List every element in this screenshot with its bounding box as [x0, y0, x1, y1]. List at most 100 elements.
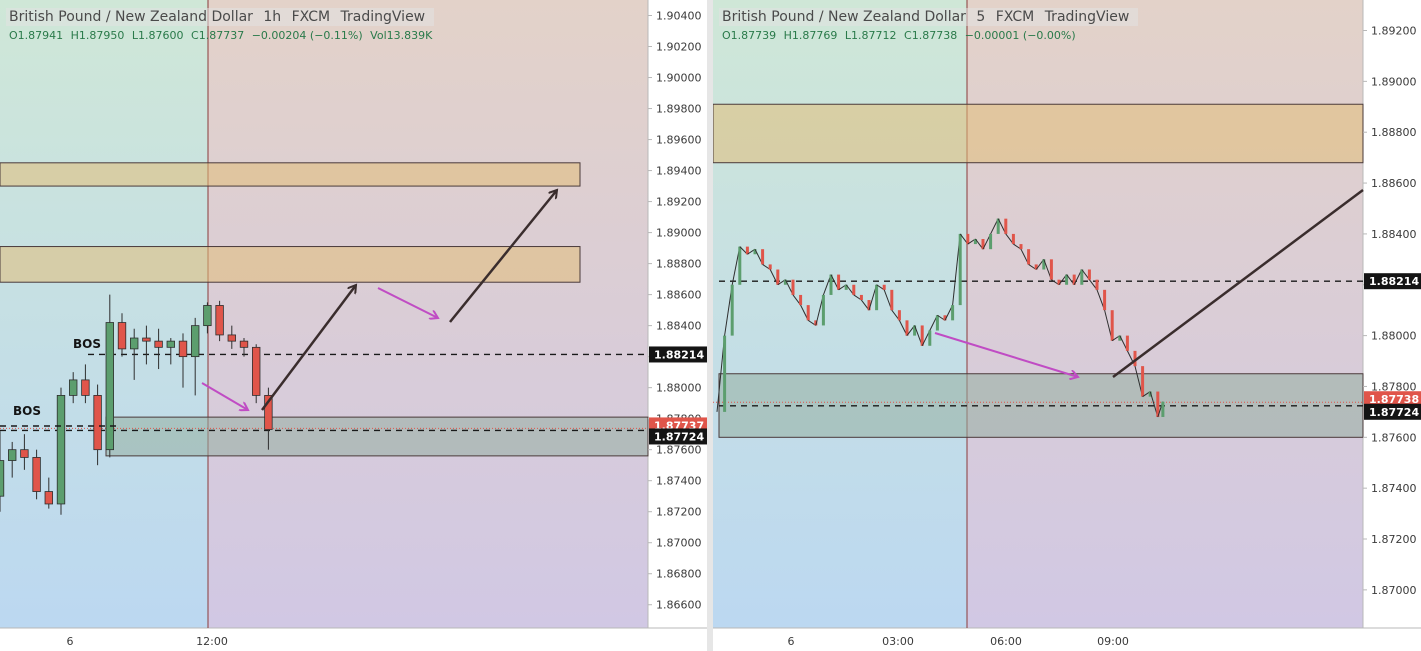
price-candle[interactable] — [1148, 391, 1152, 397]
price-candle[interactable] — [890, 289, 894, 311]
candle[interactable] — [142, 325, 151, 365]
price-candle[interactable] — [882, 284, 886, 290]
price-candle[interactable] — [1087, 269, 1091, 280]
candle[interactable] — [20, 434, 29, 470]
interval[interactable]: 1h — [263, 9, 282, 25]
level-price-badge[interactable] — [649, 428, 707, 445]
price-candle[interactable] — [1080, 269, 1084, 285]
projection-arrow-1[interactable] — [261, 285, 356, 411]
level-price-badge[interactable] — [1364, 273, 1421, 290]
supply-zone[interactable] — [713, 103, 1364, 164]
candle[interactable] — [130, 328, 139, 380]
price-candle[interactable] — [928, 330, 932, 346]
candle[interactable] — [32, 449, 41, 500]
demand-zone[interactable] — [105, 416, 649, 457]
price-candle[interactable] — [776, 269, 780, 285]
price-candle[interactable] — [791, 279, 795, 295]
price-candle[interactable] — [966, 233, 970, 245]
pullback-arrow[interactable] — [934, 332, 1078, 377]
candle[interactable] — [178, 333, 188, 388]
level-price-badge[interactable] — [649, 346, 707, 363]
price-candle[interactable] — [1156, 391, 1160, 417]
price-candle[interactable] — [1118, 335, 1122, 341]
price-candle[interactable] — [1065, 274, 1069, 285]
price-candle[interactable] — [768, 264, 772, 270]
candle[interactable] — [117, 313, 127, 357]
price-candle[interactable] — [814, 320, 818, 326]
candle[interactable] — [56, 387, 66, 515]
price-candle[interactable] — [981, 238, 985, 250]
last-price-badge[interactable] — [1364, 391, 1421, 408]
price-candle[interactable] — [1072, 274, 1076, 285]
price-candle[interactable] — [897, 310, 901, 321]
candle[interactable] — [227, 325, 236, 349]
candle[interactable] — [105, 294, 114, 458]
price-candle[interactable] — [1049, 259, 1053, 280]
chart-1h-canvas[interactable]: 1.90400 1.90200 1.90000 1.89800 1.89600 1.894… — [0, 0, 707, 651]
price-candle[interactable] — [996, 218, 1000, 234]
symbol-name[interactable]: British Pound / New Zealand Dollar — [722, 9, 966, 25]
panel-divider[interactable] — [707, 0, 713, 651]
candle[interactable] — [239, 338, 249, 357]
price-candle[interactable] — [829, 274, 833, 295]
price-candle[interactable] — [859, 294, 863, 301]
price-candle[interactable] — [1057, 279, 1061, 285]
projection-line[interactable] — [1112, 188, 1364, 379]
price-candle[interactable] — [943, 315, 947, 321]
price-candle[interactable] — [753, 249, 757, 255]
price-candle[interactable] — [867, 300, 871, 311]
price-candle[interactable] — [951, 305, 955, 321]
price-candle[interactable] — [1125, 335, 1129, 351]
candle[interactable] — [44, 477, 53, 509]
price-candle[interactable] — [1027, 249, 1031, 265]
chart-panel-1h[interactable]: 1.90400 1.90200 1.90000 1.89800 1.89600 1.894… — [0, 0, 707, 651]
supply-zone[interactable] — [0, 162, 581, 187]
price-candle[interactable] — [1095, 279, 1099, 290]
pullback-arrow-1[interactable] — [201, 382, 248, 410]
price-candle[interactable] — [973, 238, 977, 245]
price-candle[interactable] — [935, 315, 939, 331]
candle[interactable] — [154, 328, 163, 370]
price-candle[interactable] — [1004, 218, 1008, 234]
candle[interactable] — [81, 364, 90, 404]
symbol-name[interactable]: British Pound / New Zealand Dollar — [9, 9, 253, 25]
supply-zone[interactable] — [0, 246, 581, 283]
candle[interactable] — [69, 372, 78, 404]
pullback-arrow-2[interactable] — [377, 287, 438, 318]
candle[interactable] — [191, 317, 200, 396]
interval[interactable]: 5 — [976, 9, 986, 25]
price-candle[interactable] — [745, 246, 749, 255]
price-candle[interactable] — [844, 284, 848, 290]
price-candle[interactable] — [905, 320, 909, 336]
price-candle[interactable] — [723, 335, 727, 412]
candle[interactable] — [0, 431, 5, 512]
price-candle[interactable] — [761, 249, 765, 265]
candle[interactable] — [93, 384, 102, 466]
price-candle[interactable] — [1034, 264, 1038, 270]
candle[interactable] — [252, 344, 261, 404]
price-candle[interactable] — [821, 294, 825, 326]
projection-arrow-2[interactable] — [449, 190, 557, 323]
price-candle[interactable] — [1141, 366, 1145, 397]
price-candle[interactable] — [730, 284, 734, 336]
price-candle[interactable] — [783, 279, 787, 285]
candle[interactable] — [8, 441, 17, 478]
price-candle[interactable] — [958, 233, 962, 306]
price-candle[interactable] — [989, 233, 993, 250]
price-candle[interactable] — [738, 246, 742, 285]
price-candle[interactable] — [920, 325, 924, 346]
price-candle[interactable] — [1103, 289, 1107, 311]
price-candle[interactable] — [1133, 350, 1137, 367]
price-candle[interactable] — [1042, 259, 1046, 270]
level-price-badge[interactable] — [1364, 403, 1421, 420]
candle[interactable] — [215, 300, 224, 342]
candle[interactable] — [166, 338, 175, 365]
price-candle[interactable] — [799, 294, 803, 306]
candle[interactable] — [264, 387, 273, 450]
chart-5m-canvas[interactable]: 1.89200 1.89000 1.88800 1.88600 1.88400 1.882… — [713, 0, 1421, 651]
price-candle[interactable] — [1161, 401, 1165, 417]
chart-panel-5m[interactable]: 1.89200 1.89000 1.88800 1.88600 1.88400 1.882… — [713, 0, 1421, 651]
price-candle[interactable] — [875, 284, 879, 311]
price-candle[interactable] — [913, 325, 917, 336]
price-candle[interactable] — [1011, 233, 1015, 245]
